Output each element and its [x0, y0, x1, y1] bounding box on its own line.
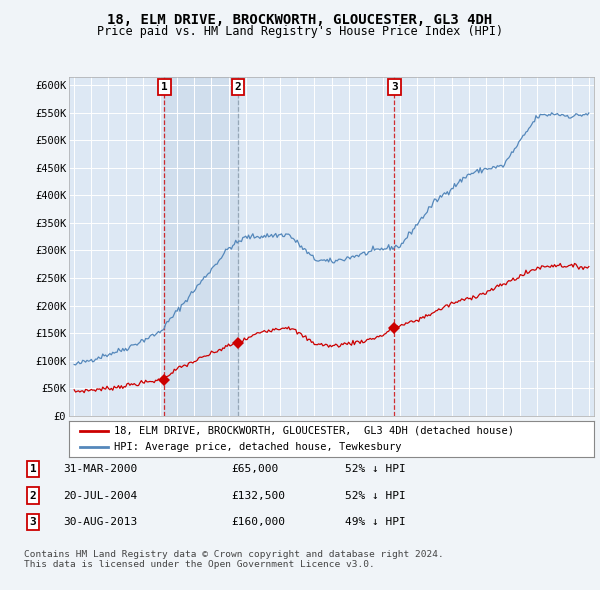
Text: 1: 1: [29, 464, 37, 474]
Text: £132,500: £132,500: [231, 491, 285, 500]
Text: 3: 3: [391, 81, 398, 91]
Text: 2: 2: [29, 491, 37, 500]
Text: 20-JUL-2004: 20-JUL-2004: [63, 491, 137, 500]
Text: Price paid vs. HM Land Registry's House Price Index (HPI): Price paid vs. HM Land Registry's House …: [97, 25, 503, 38]
Text: £65,000: £65,000: [231, 464, 278, 474]
Text: 52% ↓ HPI: 52% ↓ HPI: [345, 491, 406, 500]
Text: 30-AUG-2013: 30-AUG-2013: [63, 517, 137, 527]
Text: 18, ELM DRIVE, BROCKWORTH, GLOUCESTER,  GL3 4DH (detached house): 18, ELM DRIVE, BROCKWORTH, GLOUCESTER, G…: [113, 425, 514, 435]
Text: £160,000: £160,000: [231, 517, 285, 527]
Text: HPI: Average price, detached house, Tewkesbury: HPI: Average price, detached house, Tewk…: [113, 442, 401, 453]
Text: Contains HM Land Registry data © Crown copyright and database right 2024.
This d: Contains HM Land Registry data © Crown c…: [24, 550, 444, 569]
Text: 52% ↓ HPI: 52% ↓ HPI: [345, 464, 406, 474]
Text: 18, ELM DRIVE, BROCKWORTH, GLOUCESTER, GL3 4DH: 18, ELM DRIVE, BROCKWORTH, GLOUCESTER, G…: [107, 13, 493, 27]
Text: 2: 2: [235, 81, 241, 91]
Text: 3: 3: [29, 517, 37, 527]
Text: 31-MAR-2000: 31-MAR-2000: [63, 464, 137, 474]
Text: 49% ↓ HPI: 49% ↓ HPI: [345, 517, 406, 527]
Text: 1: 1: [161, 81, 167, 91]
Bar: [164, 77, 238, 416]
